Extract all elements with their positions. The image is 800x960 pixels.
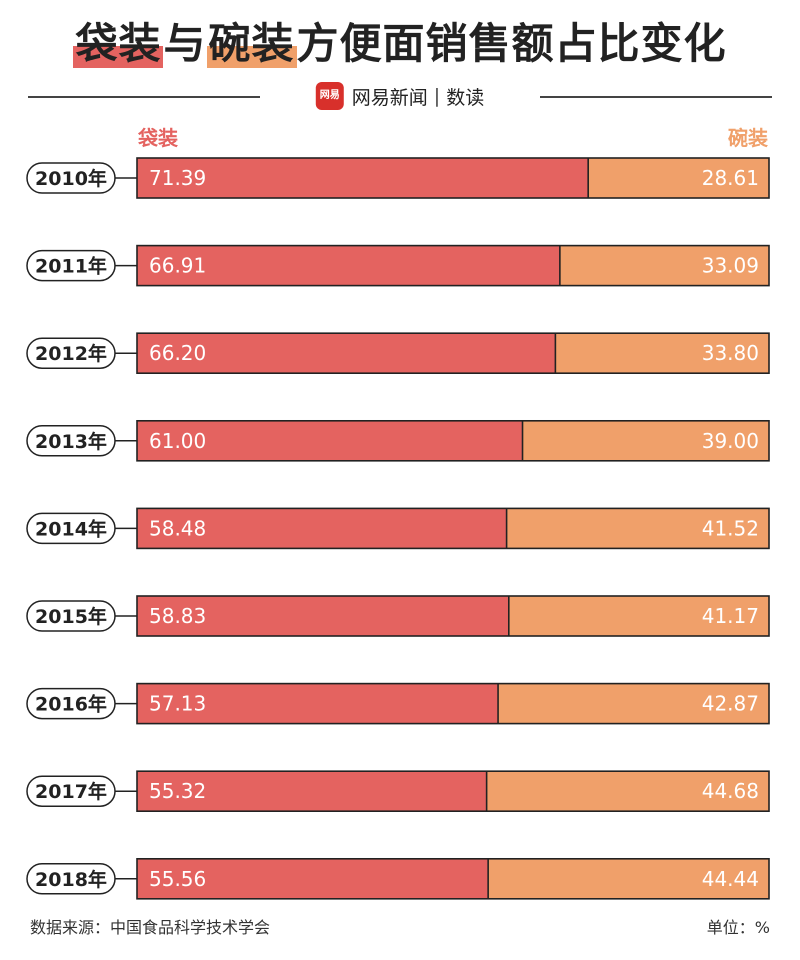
- legend-bag: 袋装: [138, 126, 178, 150]
- bar-bag: [137, 858, 489, 899]
- brand-name: 网易新闻: [351, 86, 428, 109]
- value-label-bag: 58.83: [149, 604, 206, 628]
- bar-outline: [136, 332, 770, 375]
- brand-divider-left: [28, 96, 260, 98]
- value-label-bowl: 42.87: [702, 692, 759, 716]
- bar-bowl: [488, 858, 769, 899]
- value-label-bowl: 41.17: [702, 604, 759, 628]
- value-label-bowl: 28.61: [702, 166, 759, 190]
- brand-section: 数读: [446, 86, 485, 109]
- title-rest: 方便面销售额占比变化: [296, 19, 727, 68]
- value-label-bowl: 33.09: [702, 254, 759, 278]
- year-label: 2015年: [35, 605, 107, 628]
- brand-row: 网易 网易新闻 | 数读: [28, 80, 772, 112]
- bar-bowl: [522, 420, 769, 461]
- page-title: 袋装与碗装方便面销售额占比变化: [0, 16, 800, 72]
- year-pill: [26, 512, 116, 545]
- brand-separator: |: [433, 85, 441, 107]
- bar-outline: [136, 857, 770, 900]
- year-pill: [26, 863, 116, 895]
- value-label-bowl: 33.80: [702, 341, 759, 365]
- value-label-bag: 57.13: [149, 692, 206, 716]
- year-label: 2013年: [35, 430, 107, 453]
- legend-bowl: 碗装: [728, 126, 768, 150]
- value-label-bag: 66.91: [149, 254, 206, 278]
- brand-divider-right: [540, 96, 772, 98]
- value-label-bowl: 39.00: [702, 429, 759, 453]
- year-pill: [26, 337, 116, 369]
- year-pill: [26, 425, 116, 457]
- year-pill: [26, 775, 116, 807]
- year-pill: [26, 249, 116, 282]
- value-label-bag: 66.20: [149, 341, 206, 365]
- bar-bowl: [555, 333, 769, 374]
- year-label: 2014年: [35, 517, 107, 540]
- bar-bowl: [486, 771, 769, 812]
- bar-bag: [137, 508, 507, 549]
- value-label-bowl: 44.68: [702, 779, 759, 803]
- brand: 网易 网易新闻 | 数读: [315, 80, 485, 112]
- year-label: 2011年: [35, 255, 107, 278]
- year-label: 2017年: [35, 780, 107, 803]
- year-label: 2018年: [35, 868, 107, 891]
- bar-bag: [137, 596, 509, 636]
- netease-logo-icon: 网易: [315, 82, 344, 110]
- bar-outline: [136, 595, 770, 637]
- year-label: 2016年: [35, 693, 107, 716]
- bar-bowl: [559, 245, 769, 286]
- bar-bag: [137, 158, 589, 198]
- year-label: 2010年: [35, 167, 107, 190]
- value-label-bag: 55.32: [149, 779, 206, 803]
- title-bowl-word: 碗装: [206, 19, 297, 68]
- bar-outline: [136, 770, 770, 813]
- bar-bowl: [588, 158, 769, 198]
- bar-outline: [136, 157, 770, 199]
- data-source: 数据来源：中国食品科学技术学会: [30, 918, 271, 937]
- year-label: 2012年: [35, 342, 107, 365]
- year-pill: [26, 600, 116, 632]
- value-label-bag: 55.56: [149, 867, 206, 891]
- bar-outline: [136, 682, 770, 725]
- value-label-bowl: 41.52: [702, 516, 759, 540]
- bar-bag: [137, 333, 556, 374]
- value-label-bag: 58.48: [149, 516, 206, 540]
- bar-bowl: [506, 508, 769, 549]
- bar-outline: [136, 419, 770, 462]
- bar-bowl: [498, 683, 769, 724]
- title-mid-word: 与: [163, 19, 207, 68]
- value-label-bowl: 44.44: [702, 867, 759, 891]
- value-label-bag: 61.00: [149, 429, 206, 453]
- year-pill: [26, 162, 116, 194]
- bar-bag: [137, 245, 560, 286]
- bar-bag: [137, 771, 487, 812]
- bar-bowl: [508, 596, 769, 636]
- bar-outline: [136, 244, 770, 287]
- bar-outline: [136, 507, 770, 550]
- year-pill: [26, 687, 116, 720]
- title-bag-word: 袋装: [73, 19, 164, 68]
- value-label-bag: 71.39: [149, 166, 206, 190]
- bar-bag: [137, 683, 499, 724]
- bar-bag: [137, 420, 523, 461]
- unit-label: 单位：%: [706, 918, 770, 937]
